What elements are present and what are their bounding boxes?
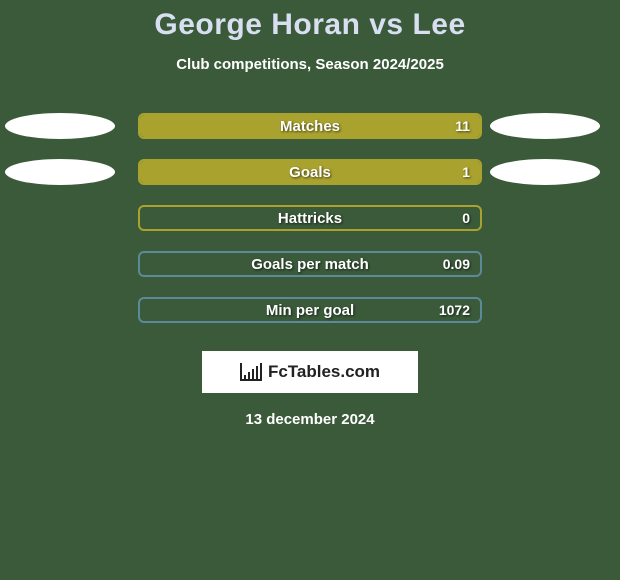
subtitle: Club competitions, Season 2024/2025 — [0, 56, 620, 73]
chart-icon-bar — [252, 369, 254, 379]
player-right-marker — [490, 159, 600, 185]
player-left-marker — [5, 159, 115, 185]
stat-row: Goals 1 — [0, 159, 620, 185]
stat-rows: Matches 11 Goals 1 Hattricks 0 — [0, 113, 620, 323]
stat-value: 1072 — [439, 302, 470, 318]
stat-label: Min per goal — [266, 302, 354, 319]
stat-value: 1 — [462, 164, 470, 180]
brand-text: FcTables.com — [268, 362, 380, 382]
chart-icon — [240, 363, 262, 381]
stat-row: Min per goal 1072 — [0, 297, 620, 323]
stat-bar: Matches 11 — [138, 113, 482, 139]
stat-value: 0 — [462, 210, 470, 226]
stat-bar: Goals 1 — [138, 159, 482, 185]
brand-logo[interactable]: FcTables.com — [202, 351, 418, 393]
page-title: George Horan vs Lee — [0, 8, 620, 42]
stat-label: Matches — [280, 118, 340, 135]
stat-bar: Goals per match 0.09 — [138, 251, 482, 277]
stat-row: Goals per match 0.09 — [0, 251, 620, 277]
date-text: 13 december 2024 — [0, 411, 620, 428]
player-left-marker — [5, 113, 115, 139]
stat-row: Hattricks 0 — [0, 205, 620, 231]
stat-label: Goals per match — [251, 256, 369, 273]
stat-row: Matches 11 — [0, 113, 620, 139]
stat-label: Hattricks — [278, 210, 342, 227]
stat-label: Goals — [289, 164, 331, 181]
stat-bar: Min per goal 1072 — [138, 297, 482, 323]
stat-bar: Hattricks 0 — [138, 205, 482, 231]
stat-value: 11 — [455, 118, 470, 134]
player-right-marker — [490, 113, 600, 139]
chart-icon-bar — [248, 372, 250, 379]
chart-icon-bar — [260, 363, 262, 379]
comparison-card: George Horan vs Lee Club competitions, S… — [0, 0, 620, 580]
stat-value: 0.09 — [443, 256, 470, 272]
chart-icon-bar — [256, 366, 258, 379]
chart-icon-bar — [244, 375, 246, 379]
